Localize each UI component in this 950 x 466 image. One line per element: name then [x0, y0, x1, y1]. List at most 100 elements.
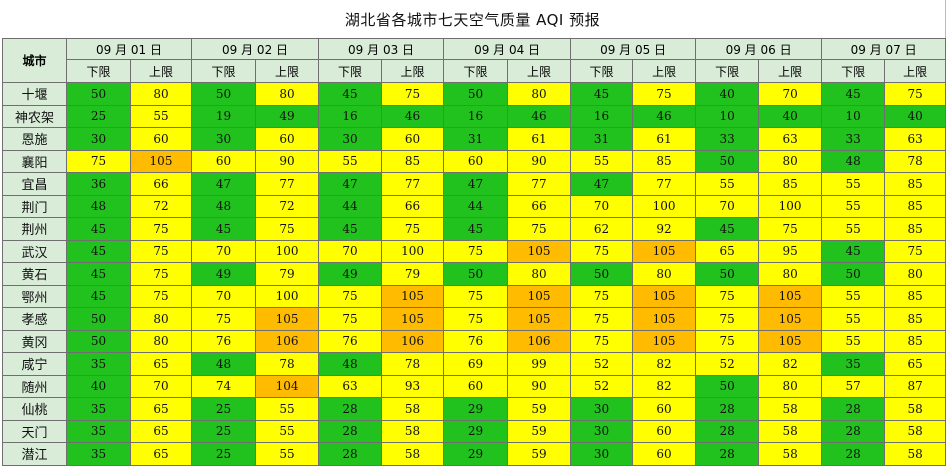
aqi-upper-cell[interactable]: 75	[129, 217, 193, 241]
aqi-upper-cell[interactable]: 46	[381, 104, 445, 128]
aqi-lower-cell[interactable]: 35	[66, 397, 131, 421]
aqi-lower-cell[interactable]: 55	[318, 149, 383, 173]
aqi-lower-cell[interactable]: 10	[695, 104, 760, 128]
aqi-upper-cell[interactable]: 65	[884, 352, 947, 376]
aqi-upper-cell[interactable]: 65	[129, 442, 193, 466]
aqi-upper-cell[interactable]: 78	[884, 149, 947, 173]
aqi-upper-cell[interactable]: 65	[129, 352, 193, 376]
aqi-lower-cell[interactable]: 75	[318, 284, 383, 308]
aqi-lower-cell[interactable]: 60	[443, 149, 509, 173]
aqi-lower-cell[interactable]: 70	[318, 239, 383, 263]
aqi-lower-cell[interactable]: 60	[443, 374, 509, 398]
aqi-upper-cell[interactable]: 85	[884, 217, 947, 241]
aqi-upper-cell[interactable]: 105	[632, 329, 697, 353]
aqi-lower-cell[interactable]: 31	[443, 127, 509, 151]
aqi-lower-cell[interactable]: 50	[443, 262, 509, 286]
aqi-lower-cell[interactable]: 50	[821, 262, 886, 286]
aqi-upper-cell[interactable]: 85	[632, 149, 697, 173]
aqi-upper-cell[interactable]: 82	[632, 374, 697, 398]
aqi-upper-cell[interactable]: 85	[884, 329, 947, 353]
aqi-upper-cell[interactable]: 75	[884, 239, 947, 263]
aqi-lower-cell[interactable]: 70	[570, 194, 634, 218]
aqi-lower-cell[interactable]: 25	[191, 419, 257, 443]
aqi-lower-cell[interactable]: 50	[191, 82, 257, 106]
aqi-upper-cell[interactable]: 106	[255, 329, 320, 353]
aqi-lower-cell[interactable]: 55	[821, 172, 886, 196]
aqi-upper-cell[interactable]: 77	[381, 172, 445, 196]
aqi-lower-cell[interactable]: 55	[821, 284, 886, 308]
aqi-upper-cell[interactable]: 75	[758, 217, 823, 241]
aqi-upper-cell[interactable]: 61	[632, 127, 697, 151]
aqi-lower-cell[interactable]: 48	[821, 149, 886, 173]
aqi-lower-cell[interactable]: 75	[443, 239, 509, 263]
aqi-lower-cell[interactable]: 33	[821, 127, 886, 151]
aqi-upper-cell[interactable]: 79	[381, 262, 445, 286]
aqi-upper-cell[interactable]: 87	[884, 374, 947, 398]
aqi-upper-cell[interactable]: 80	[507, 82, 572, 106]
aqi-upper-cell[interactable]: 58	[381, 397, 445, 421]
aqi-upper-cell[interactable]: 100	[632, 194, 697, 218]
aqi-lower-cell[interactable]: 45	[443, 217, 509, 241]
aqi-lower-cell[interactable]: 50	[695, 374, 760, 398]
aqi-lower-cell[interactable]: 55	[821, 217, 886, 241]
city-name-cell[interactable]: 随州	[2, 374, 67, 398]
aqi-lower-cell[interactable]: 40	[66, 374, 131, 398]
aqi-upper-cell[interactable]: 60	[255, 127, 320, 151]
aqi-upper-cell[interactable]: 75	[129, 239, 193, 263]
aqi-lower-cell[interactable]: 50	[66, 307, 131, 331]
aqi-lower-cell[interactable]: 16	[443, 104, 509, 128]
aqi-lower-cell[interactable]: 25	[66, 104, 131, 128]
aqi-upper-cell[interactable]: 49	[255, 104, 320, 128]
city-name-cell[interactable]: 黄冈	[2, 329, 67, 353]
aqi-lower-cell[interactable]: 75	[570, 329, 634, 353]
aqi-upper-cell[interactable]: 104	[255, 374, 320, 398]
aqi-upper-cell[interactable]: 85	[381, 149, 445, 173]
aqi-upper-cell[interactable]: 80	[758, 262, 823, 286]
aqi-upper-cell[interactable]: 40	[884, 104, 947, 128]
aqi-lower-cell[interactable]: 45	[66, 284, 131, 308]
aqi-lower-cell[interactable]: 28	[821, 397, 886, 421]
aqi-lower-cell[interactable]: 28	[318, 419, 383, 443]
aqi-upper-cell[interactable]: 106	[507, 329, 572, 353]
aqi-lower-cell[interactable]: 75	[443, 284, 509, 308]
city-name-cell[interactable]: 武汉	[2, 239, 67, 263]
aqi-upper-cell[interactable]: 75	[381, 82, 445, 106]
aqi-lower-cell[interactable]: 48	[191, 194, 257, 218]
aqi-lower-cell[interactable]: 40	[695, 82, 760, 106]
aqi-lower-cell[interactable]: 31	[570, 127, 634, 151]
aqi-upper-cell[interactable]: 93	[381, 374, 445, 398]
aqi-upper-cell[interactable]: 55	[129, 104, 193, 128]
aqi-lower-cell[interactable]: 75	[570, 307, 634, 331]
aqi-lower-cell[interactable]: 49	[191, 262, 257, 286]
aqi-upper-cell[interactable]: 106	[381, 329, 445, 353]
aqi-lower-cell[interactable]: 74	[191, 374, 257, 398]
city-name-cell[interactable]: 宜昌	[2, 172, 67, 196]
aqi-lower-cell[interactable]: 75	[695, 307, 760, 331]
aqi-lower-cell[interactable]: 49	[318, 262, 383, 286]
aqi-lower-cell[interactable]: 45	[821, 82, 886, 106]
aqi-lower-cell[interactable]: 48	[318, 352, 383, 376]
aqi-lower-cell[interactable]: 45	[821, 239, 886, 263]
city-name-cell[interactable]: 恩施	[2, 127, 67, 151]
city-name-cell[interactable]: 荆门	[2, 194, 67, 218]
aqi-upper-cell[interactable]: 105	[507, 284, 572, 308]
aqi-lower-cell[interactable]: 45	[318, 82, 383, 106]
aqi-lower-cell[interactable]: 10	[821, 104, 886, 128]
aqi-lower-cell[interactable]: 47	[570, 172, 634, 196]
aqi-lower-cell[interactable]: 33	[695, 127, 760, 151]
aqi-lower-cell[interactable]: 55	[821, 307, 886, 331]
aqi-lower-cell[interactable]: 28	[695, 397, 760, 421]
aqi-upper-cell[interactable]: 58	[884, 442, 947, 466]
aqi-lower-cell[interactable]: 19	[191, 104, 257, 128]
aqi-lower-cell[interactable]: 52	[570, 352, 634, 376]
aqi-upper-cell[interactable]: 90	[507, 374, 572, 398]
aqi-upper-cell[interactable]: 100	[255, 284, 320, 308]
aqi-upper-cell[interactable]: 70	[129, 374, 193, 398]
city-name-cell[interactable]: 潜江	[2, 442, 67, 466]
aqi-lower-cell[interactable]: 52	[570, 374, 634, 398]
aqi-upper-cell[interactable]: 78	[255, 352, 320, 376]
aqi-lower-cell[interactable]: 75	[570, 284, 634, 308]
aqi-lower-cell[interactable]: 45	[66, 239, 131, 263]
aqi-upper-cell[interactable]: 58	[758, 397, 823, 421]
aqi-upper-cell[interactable]: 80	[129, 329, 193, 353]
